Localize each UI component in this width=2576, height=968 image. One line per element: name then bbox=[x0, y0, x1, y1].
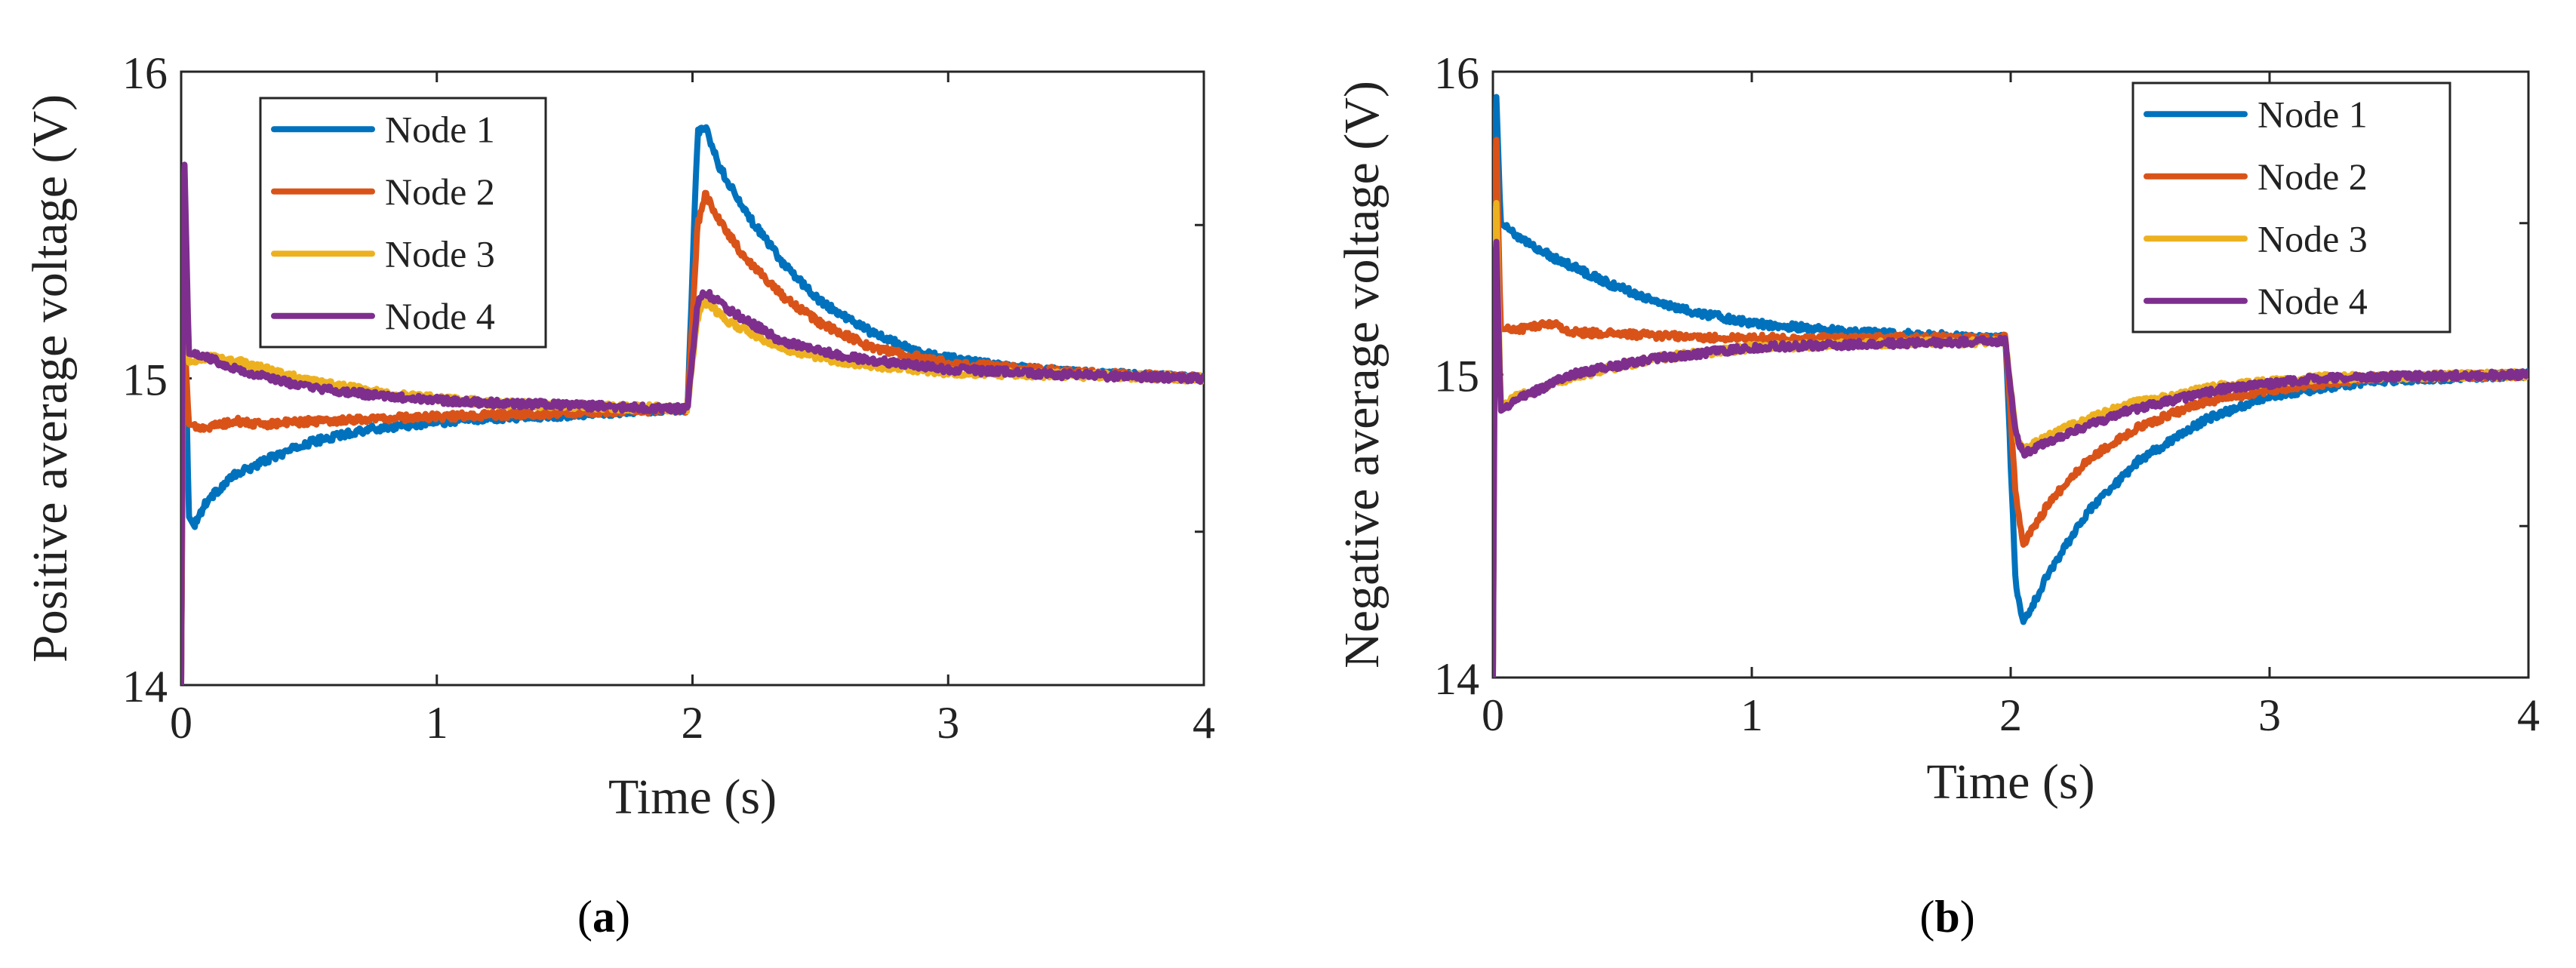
panel-b-series-group bbox=[1493, 94, 2528, 678]
panel-b-legend-label: Node 1 bbox=[2257, 93, 2368, 135]
panel-a-xtick-label: 2 bbox=[682, 698, 704, 748]
panel-a-legend-box bbox=[259, 97, 547, 349]
panel-a-series-node-4 bbox=[181, 161, 1204, 685]
panel-a-caption-close: ) bbox=[615, 892, 630, 942]
panel-b-legend: Node 1 Node 2 Node 3 Node 4 bbox=[2131, 81, 2451, 333]
panel-b-ytick-label: 15 bbox=[1434, 352, 1479, 401]
panel-a-xlabel: Time (s) bbox=[608, 770, 777, 825]
panel-a-xtick-label: 3 bbox=[937, 698, 959, 748]
panel-a-legend: Node 1 Node 2 Node 3 Node 4 bbox=[259, 97, 547, 349]
panel-a-caption-open: ( bbox=[577, 892, 592, 942]
panel-b-xtick-label: 3 bbox=[2258, 690, 2281, 740]
panel-a-legend-label: Node 1 bbox=[385, 108, 495, 150]
panel-b-caption: (b) bbox=[1919, 892, 1974, 942]
panel-b-series-node-4 bbox=[1493, 238, 2528, 678]
panel-a-caption-letter: a bbox=[592, 892, 615, 942]
panel-b-ytick-label: 14 bbox=[1434, 654, 1479, 704]
panel-a-legend-label: Node 2 bbox=[385, 171, 495, 213]
panel-b-legend-label: Node 4 bbox=[2257, 280, 2368, 322]
panel-a-ytick-label: 14 bbox=[122, 662, 168, 711]
panel-b-xtick-label: 0 bbox=[1482, 690, 1504, 740]
panel-b-ytick-label: 16 bbox=[1434, 48, 1479, 98]
panel-b-xlabel: Time (s) bbox=[1926, 754, 2094, 810]
panel-b-xtick-label: 4 bbox=[2517, 690, 2540, 740]
panel-b: 0 1 2 3 4 14 15 16 Time (s) Negative average volt… bbox=[1334, 48, 2540, 942]
panel-a-series-node-2 bbox=[181, 189, 1204, 685]
panel-b-legend-label: Node 2 bbox=[2257, 155, 2368, 198]
panel-b-plot-area: 0 1 2 3 4 14 15 16 Time (s) Negative average volt… bbox=[1334, 48, 2540, 810]
panel-b-caption-close: ) bbox=[1960, 892, 1975, 942]
panel-b-caption-open: ( bbox=[1919, 892, 1934, 942]
panel-a-caption: (a) bbox=[577, 892, 630, 942]
panel-a-series-group bbox=[181, 124, 1204, 685]
panel-a-ytick-label: 16 bbox=[122, 48, 168, 98]
panel-a: 0 1 2 3 4 14 15 16 Time (s) Positive average volt… bbox=[23, 48, 1215, 942]
panel-b-xtick-label: 2 bbox=[1999, 690, 2022, 740]
panel-b-xtick-label: 1 bbox=[1740, 690, 1763, 740]
panel-b-ylabel: Negative average voltage (V) bbox=[1334, 81, 1390, 668]
panel-a-plot-area: 0 1 2 3 4 14 15 16 Time (s) Positive average volt… bbox=[23, 48, 1215, 825]
panel-b-legend-box bbox=[2131, 81, 2451, 333]
panel-b-caption-letter: b bbox=[1934, 892, 1959, 942]
panel-a-legend-label: Node 4 bbox=[385, 295, 495, 337]
panel-a-ylabel: Positive average voltage (V) bbox=[23, 94, 78, 662]
panel-a-xtick-label: 1 bbox=[426, 698, 448, 748]
panel-a-xtick-label: 4 bbox=[1193, 698, 1215, 748]
panel-a-legend-label: Node 3 bbox=[385, 232, 495, 275]
panel-a-xtick-label: 0 bbox=[170, 698, 192, 748]
panel-b-legend-label: Node 3 bbox=[2257, 217, 2368, 260]
panel-a-ytick-label: 15 bbox=[122, 355, 168, 405]
